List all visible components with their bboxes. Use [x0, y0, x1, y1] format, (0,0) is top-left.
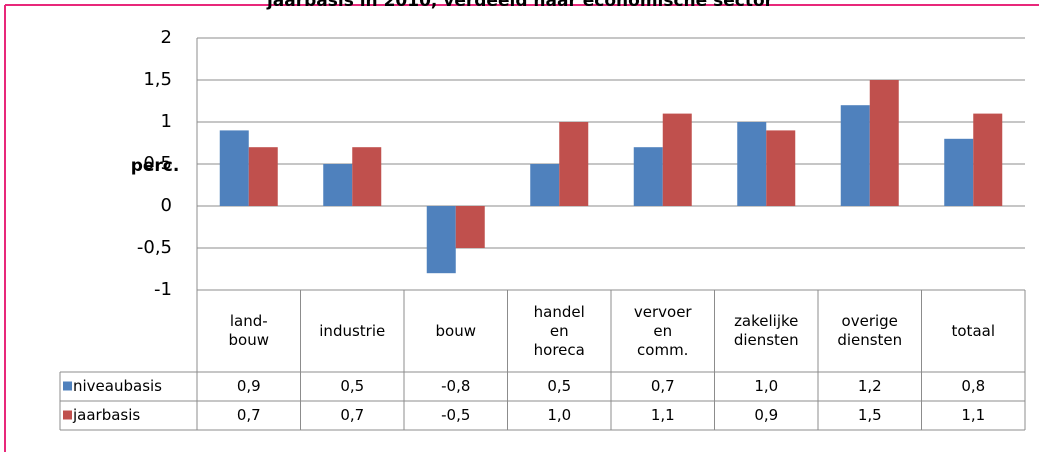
- legend-label: jaarbasis: [73, 406, 141, 424]
- bar: [323, 164, 353, 206]
- bar: [944, 138, 974, 206]
- value-label: 0,8: [961, 377, 986, 395]
- bar: [248, 147, 278, 206]
- y-tick-label: -0,5: [137, 237, 172, 258]
- value-label: 1,5: [857, 406, 882, 424]
- bar: [662, 113, 692, 206]
- y-tick-label: 1,5: [143, 69, 172, 90]
- y-tick-label: -1: [154, 279, 172, 300]
- value-label: 1,0: [754, 377, 779, 395]
- value-label: 1,1: [961, 406, 986, 424]
- bar: [559, 122, 589, 206]
- y-tick-label: 2: [161, 27, 172, 48]
- category-label: land- bouw: [228, 312, 269, 349]
- bar: [455, 206, 485, 248]
- value-label: 1,2: [857, 377, 882, 395]
- y-tick-label: 0: [161, 195, 172, 216]
- bar: [352, 147, 382, 206]
- value-label: 0,5: [340, 377, 365, 395]
- legend-key: [63, 381, 72, 391]
- value-label: 0,5: [547, 377, 572, 395]
- bar: [737, 122, 767, 206]
- category-label: overige diensten: [837, 312, 903, 349]
- value-label: 0,7: [236, 406, 261, 424]
- value-label: -0,5: [441, 406, 471, 424]
- value-label: 1,0: [547, 406, 572, 424]
- bar: [973, 113, 1003, 206]
- legend-label: niveaubasis: [73, 377, 162, 395]
- bar: [219, 130, 249, 206]
- value-label: 0,9: [754, 406, 779, 424]
- value-label: 0,7: [650, 377, 675, 395]
- y-tick-label: 0,5: [143, 153, 172, 174]
- category-label: industrie: [319, 321, 386, 340]
- category-label: handel en horeca: [533, 302, 585, 359]
- legend-key: [63, 410, 72, 420]
- value-label: 1,1: [650, 406, 675, 424]
- value-label: 0,9: [236, 377, 261, 395]
- category-label: vervoer en comm.: [633, 302, 692, 359]
- y-tick-label: 1: [161, 111, 172, 132]
- bar: [530, 164, 560, 206]
- value-label: -0,8: [441, 377, 471, 395]
- category-label: zakelijke diensten: [733, 312, 799, 349]
- value-label: 0,7: [340, 406, 365, 424]
- y-axis-label: perc.: [131, 156, 180, 176]
- bar: [633, 147, 663, 206]
- bar: [869, 80, 899, 206]
- bar: [426, 206, 456, 274]
- chart-title: jaarbasis in 2010, verdeeld naar economi…: [266, 0, 774, 11]
- bar: [766, 130, 796, 206]
- bar: [840, 105, 870, 206]
- category-label: totaal: [951, 321, 996, 340]
- category-label: bouw: [435, 321, 476, 340]
